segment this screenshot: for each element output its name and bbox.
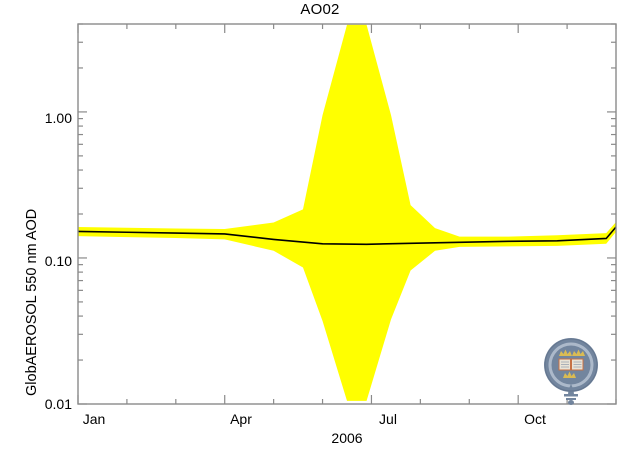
x-tick-label-apr: Apr [230, 411, 252, 427]
x-axis-label: 2006 [331, 430, 363, 446]
oxford-crest-icon [544, 338, 598, 405]
x-tick-label-jan: Jan [82, 411, 106, 427]
axis-ticks [77, 23, 617, 405]
y-axis-tick-labels: 1.00 0.10 0.01 [26, 0, 72, 457]
y-tick-label-1: 1.00 [44, 110, 72, 126]
y-tick-label-3: 0.01 [44, 396, 72, 412]
mean-aod-line [77, 226, 617, 246]
uncertainty-band [78, 24, 616, 401]
page-title: AO02 [300, 1, 340, 18]
x-tick-label-oct: Oct [524, 411, 546, 427]
x-tick-label-jul: Jul [379, 411, 397, 427]
y-tick-label-2: 0.10 [44, 253, 72, 269]
oxford-crest-watermark [537, 334, 605, 406]
